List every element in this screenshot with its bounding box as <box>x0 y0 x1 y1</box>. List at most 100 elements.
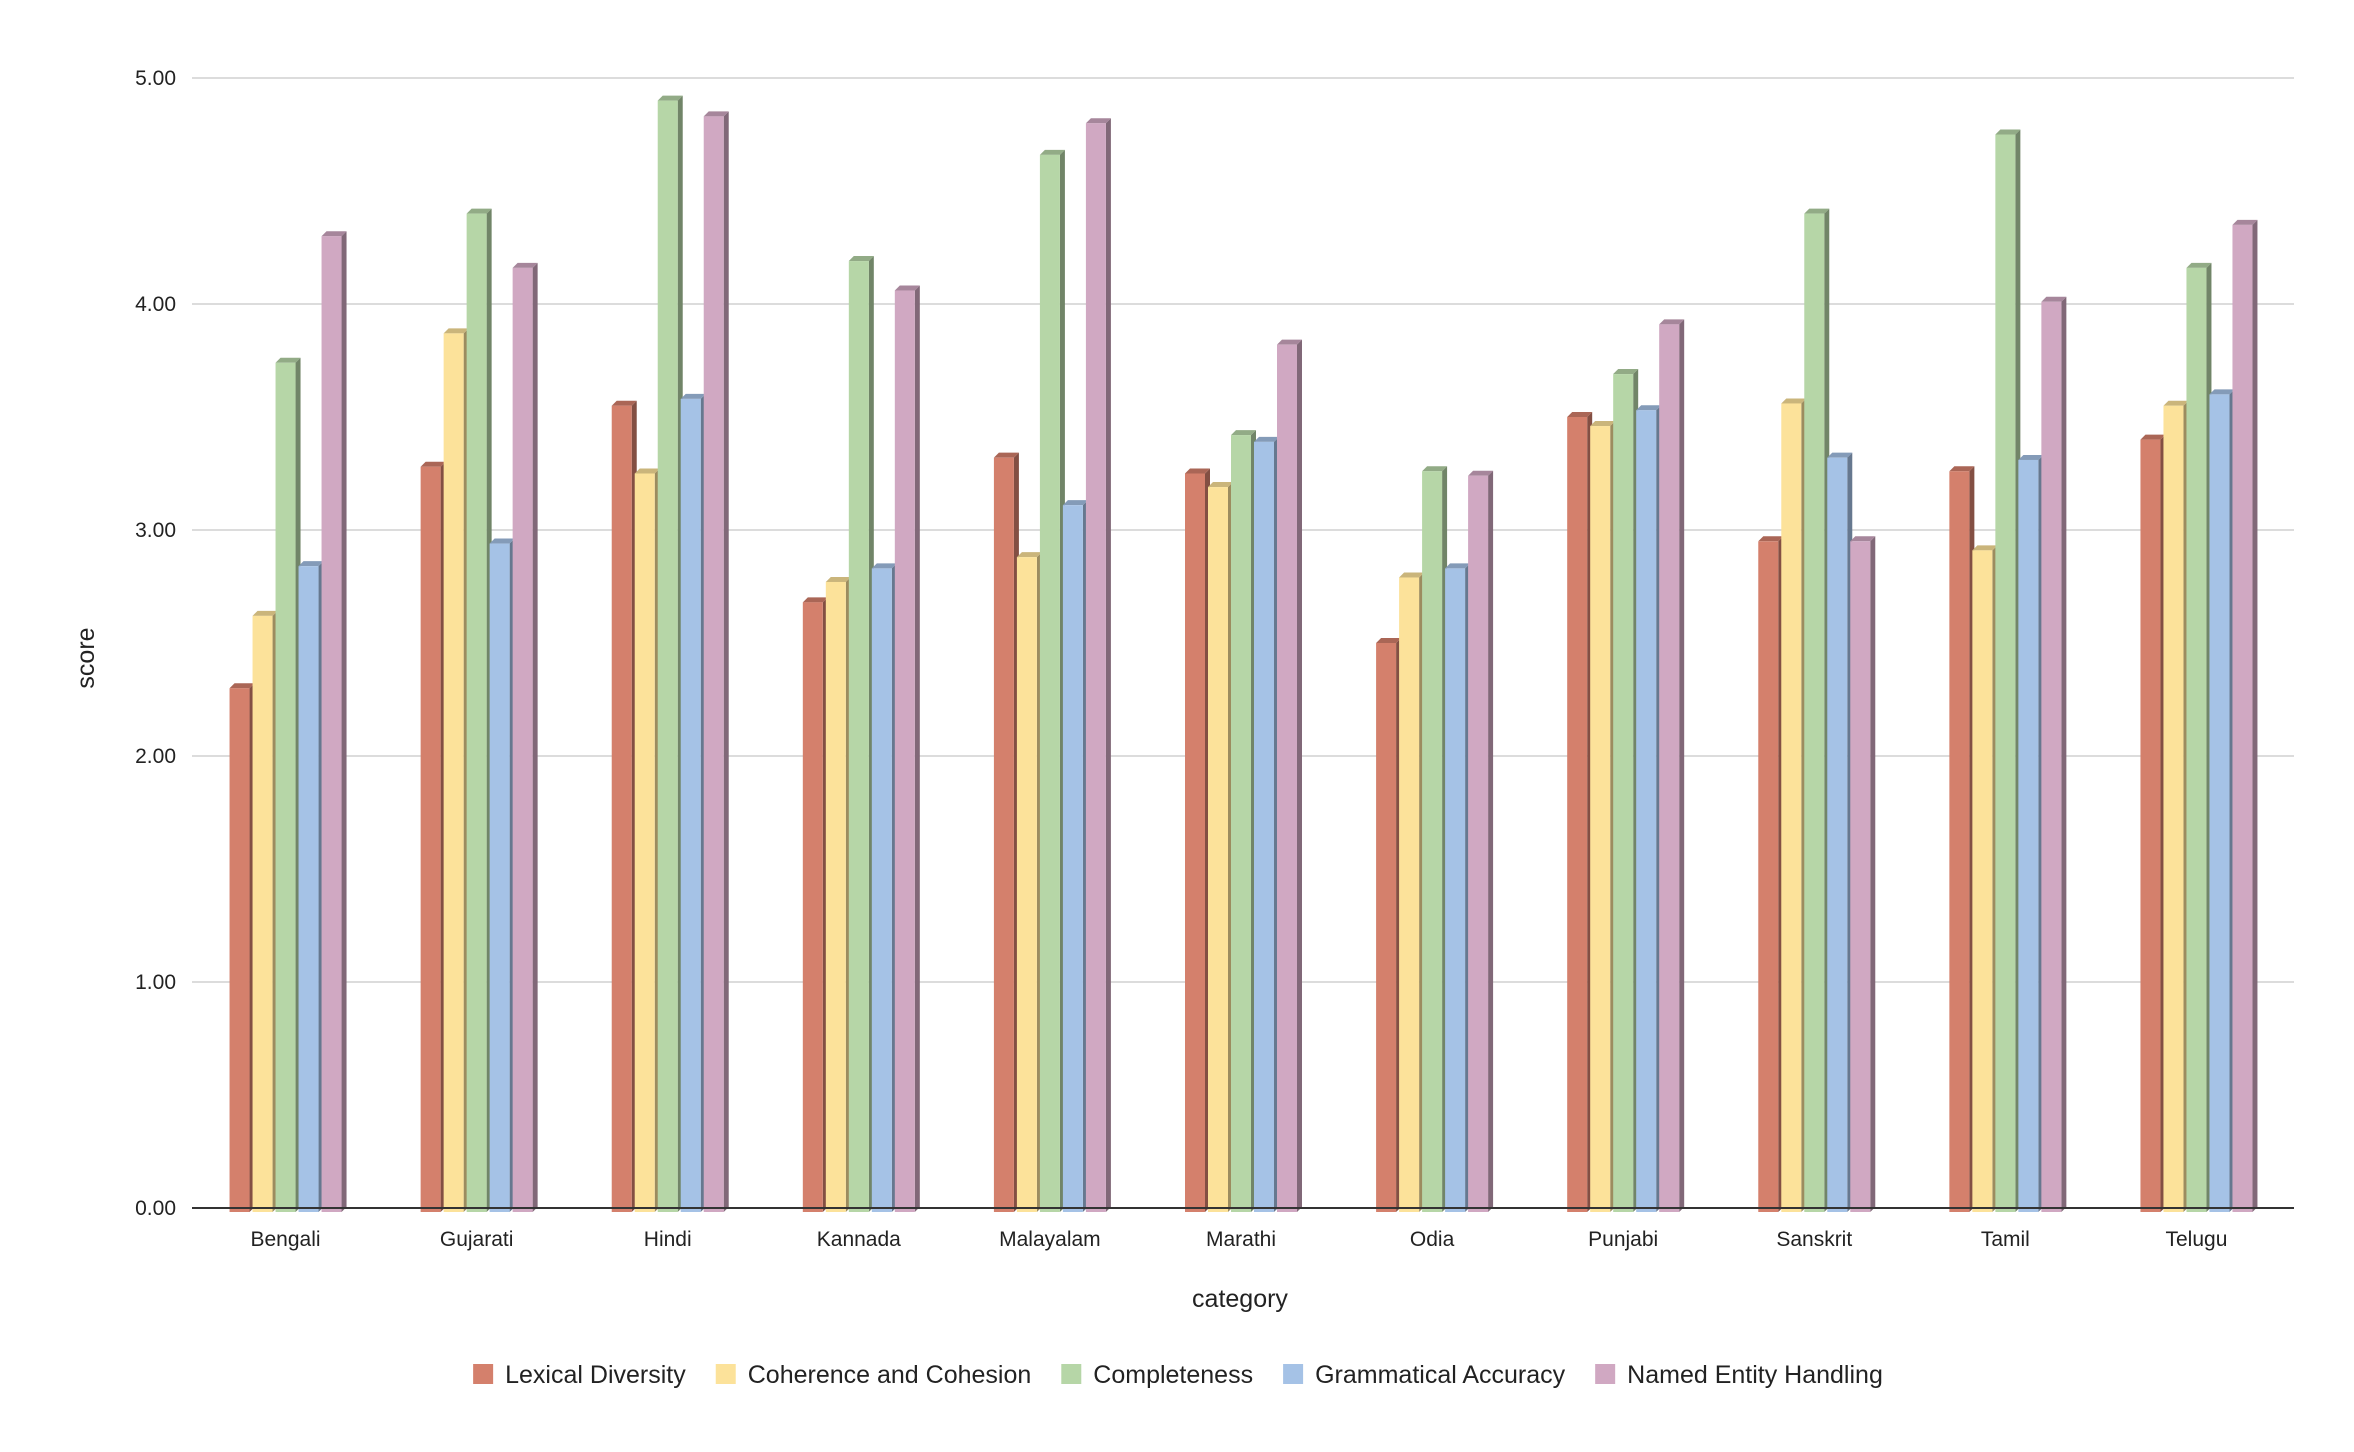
bar-top <box>993 452 1019 458</box>
bar-top <box>1231 430 1256 436</box>
bar <box>1399 577 1420 1212</box>
bar-top <box>1422 466 1448 472</box>
bar <box>825 581 846 1212</box>
bar-top <box>1277 339 1302 345</box>
legend-swatch <box>1595 1364 1616 1384</box>
bar <box>1468 475 1489 1212</box>
bar-top <box>229 683 255 689</box>
bar <box>680 398 701 1212</box>
bar-top <box>2140 434 2166 440</box>
bar <box>871 568 892 1212</box>
legend-swatch <box>715 1364 736 1384</box>
bar-top <box>1062 500 1088 506</box>
bar-top <box>2018 454 2044 460</box>
bar-top <box>825 576 851 582</box>
bar-side <box>1105 118 1111 1213</box>
bar-top <box>1208 482 1233 488</box>
bar <box>1995 134 2016 1212</box>
bar-top <box>1185 468 1210 474</box>
x-tick-label: Punjabi <box>1588 1228 1658 1251</box>
legend-label: Completeness <box>1093 1361 1253 1389</box>
bar-top <box>1636 405 1662 411</box>
y-tick-label: 4.00 <box>135 293 176 316</box>
bar-top <box>1659 319 1685 325</box>
bar-top <box>1781 398 1807 404</box>
bar-top <box>252 610 278 616</box>
bar <box>2232 224 2253 1212</box>
bar-top <box>1039 149 1065 155</box>
bar <box>275 362 296 1212</box>
bar-top <box>703 111 729 117</box>
bar <box>1208 487 1228 1212</box>
bar-top <box>420 461 446 467</box>
bar-top <box>802 597 828 603</box>
bar-top <box>298 561 324 567</box>
bar-top <box>657 95 683 101</box>
bar-top <box>512 262 538 268</box>
bar-top <box>2209 389 2235 395</box>
bar <box>657 100 678 1213</box>
bar-top <box>1972 545 1998 551</box>
bar-top <box>894 285 920 291</box>
x-tick-label: Odia <box>1410 1228 1455 1251</box>
bar-top <box>1254 436 1279 442</box>
bar <box>2186 267 2207 1213</box>
x-tick-label: Telugu <box>2166 1228 2228 1251</box>
bar-top <box>1567 412 1593 417</box>
bar <box>466 213 487 1213</box>
legend-label: Coherence and Cohesion <box>748 1361 1032 1389</box>
x-tick-label: Malayalam <box>999 1228 1101 1251</box>
x-tick-label: Tamil <box>1981 1228 2030 1251</box>
bar-top <box>489 538 515 544</box>
bar-side <box>341 231 347 1212</box>
bar-top <box>2232 219 2258 225</box>
bar <box>611 405 632 1212</box>
bar <box>1016 557 1037 1212</box>
x-tick-label: Hindi <box>644 1228 692 1251</box>
bar <box>1949 471 1970 1212</box>
bar-top <box>1016 552 1042 558</box>
bar-top <box>1085 118 1111 124</box>
y-tick-label: 5.00 <box>135 67 176 90</box>
bar <box>1567 417 1588 1212</box>
bar <box>252 615 273 1212</box>
legend-label: Named Entity Handling <box>1627 1361 1883 1389</box>
bar <box>1972 550 1993 1212</box>
bar <box>1085 123 1106 1213</box>
bar <box>1659 324 1680 1213</box>
bar <box>1758 541 1779 1212</box>
bar <box>802 602 823 1212</box>
bar <box>1231 435 1251 1213</box>
bar <box>1804 213 1825 1213</box>
bar-top <box>1949 466 1975 472</box>
bar <box>489 543 510 1212</box>
x-tick-label: Marathi <box>1206 1228 1276 1251</box>
bar-top <box>2186 262 2212 268</box>
bar-side <box>1679 319 1685 1213</box>
bar <box>1277 344 1297 1212</box>
bar <box>2163 405 2184 1212</box>
x-tick-label: Sanskrit <box>1776 1228 1852 1251</box>
bar <box>1039 154 1060 1213</box>
bar <box>848 261 869 1212</box>
bar <box>298 566 319 1212</box>
bar <box>634 473 655 1212</box>
bar <box>229 688 250 1212</box>
bar <box>1781 403 1802 1212</box>
bar-top <box>321 231 347 237</box>
bar-top <box>1850 536 1876 542</box>
bar <box>894 290 915 1212</box>
x-tick-label: Kannada <box>817 1228 901 1251</box>
bar <box>2018 459 2039 1212</box>
bar <box>1636 410 1657 1213</box>
bar-side <box>1870 536 1876 1212</box>
bar-top <box>680 393 706 399</box>
bar-side <box>532 262 538 1213</box>
bar-top <box>848 256 874 262</box>
bar-top <box>1995 129 2021 135</box>
bar-top <box>634 468 660 474</box>
bar-top <box>1804 208 1830 214</box>
bar <box>1827 457 1848 1212</box>
